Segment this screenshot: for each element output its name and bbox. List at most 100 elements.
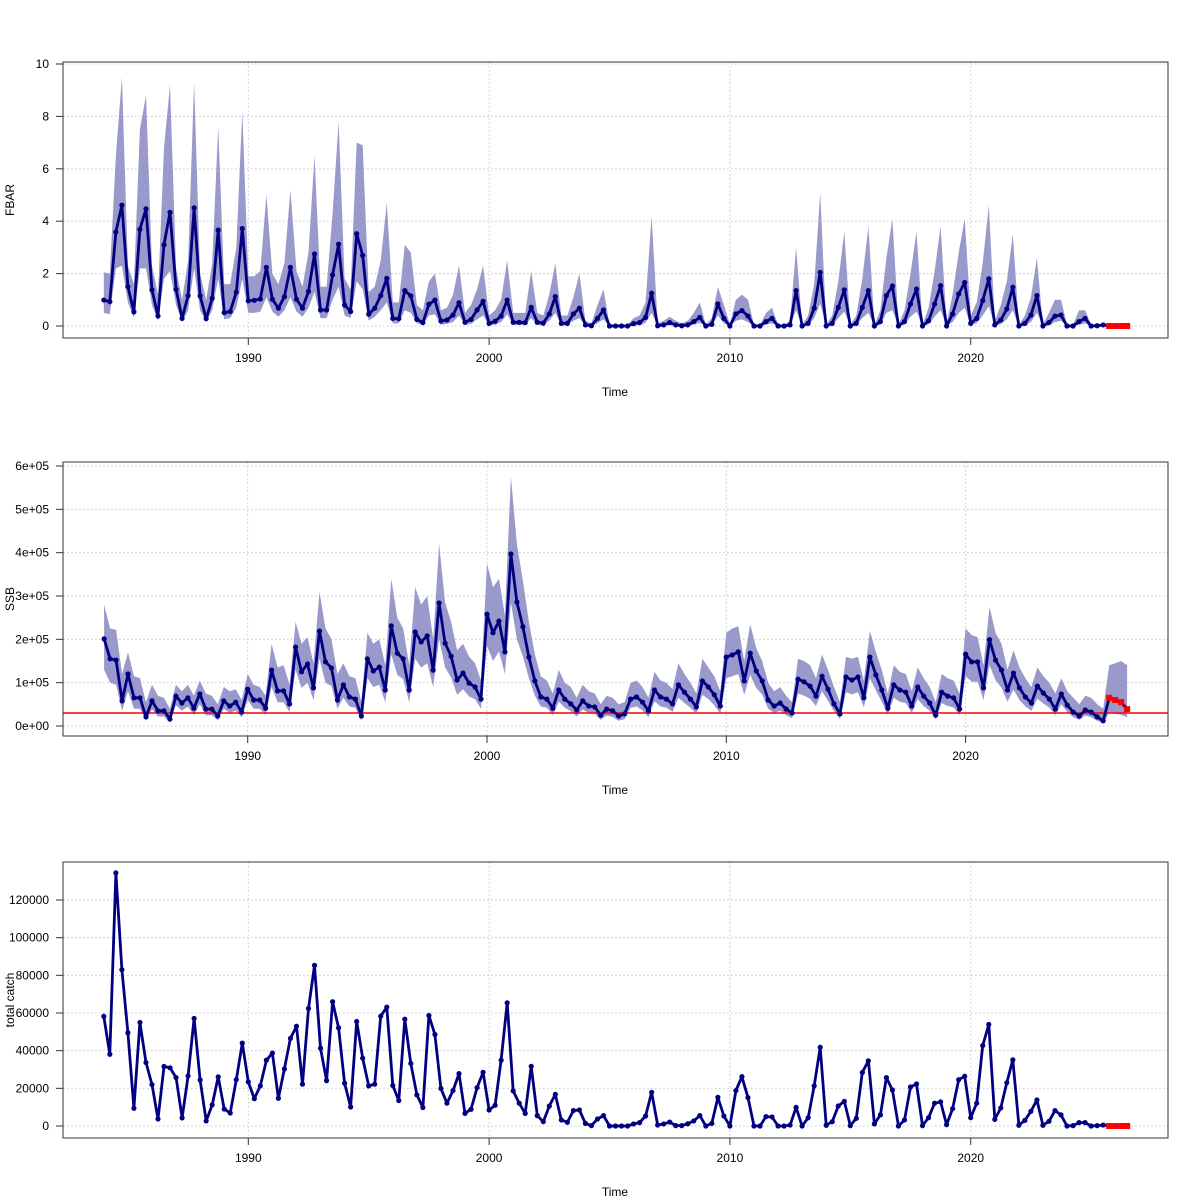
- data-point: [895, 323, 902, 329]
- data-point: [402, 1016, 408, 1022]
- data-point: [382, 687, 388, 693]
- data-point: [1034, 1097, 1040, 1103]
- x-tick-label: 1990: [235, 351, 262, 365]
- data-point: [245, 1079, 251, 1085]
- data-point: [865, 1058, 871, 1064]
- data-point: [558, 1117, 564, 1123]
- data-point: [251, 697, 257, 703]
- data-point: [510, 1088, 516, 1094]
- data-point: [847, 323, 853, 329]
- data-point: [540, 320, 546, 326]
- data-point: [143, 714, 149, 720]
- data-point: [956, 1077, 962, 1083]
- data-point: [414, 1092, 420, 1098]
- data-point: [191, 1015, 197, 1022]
- data-point: [1094, 714, 1100, 720]
- data-point: [384, 1004, 390, 1010]
- data-point: [986, 1021, 992, 1028]
- data-point: [849, 677, 855, 683]
- data-point: [933, 712, 939, 718]
- data-point: [532, 678, 538, 684]
- data-point: [1064, 1123, 1070, 1129]
- forecast-point: [1124, 706, 1131, 713]
- data-point: [227, 1110, 233, 1116]
- x-tick-label: 2020: [957, 1151, 984, 1165]
- x-tick-label: 2020: [952, 749, 979, 763]
- data-point: [805, 1115, 811, 1121]
- data-point: [883, 1074, 890, 1081]
- data-point: [618, 1123, 625, 1129]
- data-point: [1046, 696, 1052, 702]
- data-point: [408, 1060, 414, 1067]
- data-point: [600, 1113, 607, 1119]
- data-point: [903, 689, 909, 695]
- data-point: [1016, 1122, 1022, 1128]
- data-point: [323, 307, 330, 313]
- data-point: [432, 297, 438, 303]
- forecast-point: [1112, 323, 1119, 329]
- data-point: [316, 628, 323, 634]
- data-point: [643, 1113, 649, 1119]
- data-point: [633, 694, 640, 700]
- forecast-point: [1118, 699, 1125, 706]
- data-point: [825, 686, 831, 692]
- data-point: [354, 1018, 360, 1025]
- data-point: [944, 323, 950, 329]
- data-point: [781, 323, 787, 329]
- data-point: [504, 1000, 510, 1006]
- data-point: [657, 694, 664, 700]
- data-point: [711, 692, 717, 698]
- data-point: [528, 1063, 534, 1069]
- data-point: [945, 693, 951, 699]
- data-point: [372, 1081, 378, 1087]
- data-point: [1064, 702, 1070, 708]
- data-point: [751, 1123, 757, 1129]
- data-point: [616, 713, 622, 719]
- data-point: [484, 611, 490, 617]
- data-point: [576, 305, 583, 311]
- data-point: [1094, 323, 1100, 329]
- data-point: [588, 1123, 595, 1129]
- y-tick-label: 100000: [9, 931, 49, 945]
- data-point: [173, 693, 179, 699]
- data-point: [765, 697, 771, 703]
- data-point: [468, 1106, 474, 1112]
- data-point: [1076, 713, 1082, 719]
- data-point: [430, 667, 436, 673]
- y-tick-label: 4e+05: [15, 546, 49, 560]
- data-point: [1070, 1123, 1076, 1129]
- data-point: [621, 711, 628, 717]
- data-point: [1064, 323, 1070, 329]
- data-point: [342, 1080, 348, 1086]
- data-point: [831, 701, 837, 707]
- data-point: [400, 656, 406, 662]
- data-point: [885, 705, 891, 711]
- data-point: [562, 696, 568, 702]
- x-tick-label: 1990: [234, 749, 261, 763]
- x-tick-label: 2000: [476, 1151, 503, 1165]
- data-point: [468, 316, 474, 323]
- data-point: [245, 298, 251, 304]
- data-point: [287, 264, 294, 270]
- data-point: [1022, 320, 1028, 326]
- data-point: [847, 1123, 853, 1129]
- data-point: [311, 962, 318, 968]
- data-point: [209, 706, 215, 712]
- data-point: [1058, 312, 1064, 318]
- data-point: [817, 1044, 823, 1050]
- data-point: [612, 323, 619, 329]
- data-point: [564, 320, 570, 326]
- data-point: [340, 682, 347, 688]
- data-point: [962, 1073, 968, 1079]
- data-point: [901, 318, 908, 325]
- data-point: [823, 323, 829, 329]
- data-point: [466, 680, 472, 686]
- data-point: [687, 696, 694, 702]
- y-tick-label: 0: [42, 1119, 49, 1133]
- data-point: [661, 322, 667, 328]
- data-point: [835, 1103, 841, 1109]
- y-tick-label: 2: [42, 267, 49, 281]
- data-point: [938, 283, 944, 289]
- data-point: [280, 688, 287, 694]
- data-point: [269, 1050, 275, 1056]
